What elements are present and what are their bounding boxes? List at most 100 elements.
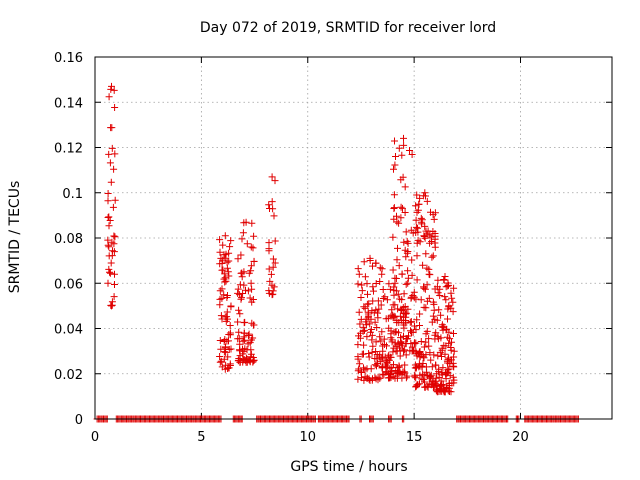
data-point bbox=[444, 359, 451, 367]
data-point bbox=[267, 270, 275, 278]
data-point bbox=[218, 294, 226, 302]
data-point bbox=[388, 306, 396, 314]
data-point bbox=[391, 137, 398, 145]
data-point bbox=[105, 213, 113, 221]
data-point bbox=[397, 176, 405, 184]
data-point bbox=[410, 293, 418, 301]
data-point bbox=[271, 237, 279, 245]
data-point bbox=[420, 284, 428, 292]
data-point bbox=[390, 165, 397, 173]
data-point bbox=[449, 373, 457, 381]
data-point bbox=[444, 368, 452, 376]
data-point bbox=[368, 331, 376, 339]
data-point bbox=[110, 86, 118, 94]
data-point bbox=[358, 281, 366, 289]
data-point bbox=[425, 294, 433, 302]
data-point bbox=[354, 353, 362, 361]
data-point bbox=[268, 198, 276, 206]
data-point bbox=[412, 202, 420, 210]
data-point bbox=[450, 330, 457, 337]
data-point bbox=[357, 294, 365, 301]
data-point bbox=[218, 260, 226, 267]
data-point bbox=[235, 306, 243, 314]
data-point bbox=[431, 243, 439, 251]
data-point bbox=[404, 239, 412, 247]
data-point bbox=[447, 289, 455, 297]
data-point bbox=[397, 339, 405, 347]
data-point bbox=[416, 194, 424, 202]
data-point bbox=[375, 305, 383, 313]
data-point bbox=[366, 254, 374, 262]
data-point bbox=[429, 312, 437, 320]
data-point bbox=[420, 192, 428, 200]
data-point bbox=[421, 189, 429, 197]
data-point bbox=[419, 376, 427, 384]
data-point bbox=[428, 253, 436, 261]
data-point bbox=[372, 259, 380, 267]
chart-title: Day 072 of 2019, SRMTID for receiver lor… bbox=[200, 20, 496, 36]
y-axis-label: SRMTID / TECUs bbox=[7, 181, 23, 294]
data-point bbox=[398, 270, 406, 278]
data-point bbox=[234, 255, 242, 263]
data-point bbox=[379, 370, 387, 378]
data-point bbox=[401, 209, 409, 216]
data-point bbox=[216, 358, 224, 366]
data-point bbox=[363, 333, 371, 341]
data-point bbox=[234, 289, 242, 297]
y-tick-label: 0.02 bbox=[54, 368, 83, 383]
data-point bbox=[422, 250, 430, 258]
data-point bbox=[234, 318, 242, 326]
data-point bbox=[390, 312, 398, 320]
data-point bbox=[412, 374, 420, 382]
data-point bbox=[448, 379, 456, 387]
data-point bbox=[385, 374, 393, 382]
data-point bbox=[108, 124, 116, 132]
data-point bbox=[417, 338, 425, 345]
data-point bbox=[412, 223, 420, 231]
data-point bbox=[365, 375, 373, 383]
data-point bbox=[412, 216, 420, 224]
data-point bbox=[220, 251, 228, 259]
data-point bbox=[269, 287, 277, 295]
data-point bbox=[376, 358, 384, 366]
data-point bbox=[430, 215, 438, 223]
data-point bbox=[423, 368, 431, 376]
data-point bbox=[413, 208, 421, 216]
data-point bbox=[373, 324, 381, 331]
data-point bbox=[412, 229, 420, 236]
data-point bbox=[242, 286, 249, 294]
data-point bbox=[220, 348, 228, 356]
x-tick-label: 10 bbox=[299, 430, 316, 445]
data-point bbox=[105, 93, 113, 101]
data-point bbox=[105, 222, 113, 230]
data-point bbox=[435, 306, 443, 314]
data-point bbox=[364, 308, 372, 316]
data-point bbox=[107, 259, 115, 267]
data-point bbox=[225, 272, 233, 280]
data-point bbox=[378, 328, 386, 336]
data-point bbox=[431, 209, 439, 217]
data-point bbox=[109, 247, 116, 255]
data-point bbox=[249, 244, 257, 252]
y-tick-label: 0.06 bbox=[54, 277, 83, 292]
data-point bbox=[370, 287, 377, 295]
data-point bbox=[220, 291, 228, 299]
data-point bbox=[238, 235, 246, 243]
data-point bbox=[383, 342, 390, 350]
data-point bbox=[217, 345, 225, 353]
data-point bbox=[428, 238, 436, 245]
data-point bbox=[223, 308, 231, 316]
data-point bbox=[379, 286, 387, 293]
data-point bbox=[385, 324, 393, 332]
data-point bbox=[408, 151, 416, 158]
data-point bbox=[422, 338, 430, 346]
data-point bbox=[372, 306, 380, 314]
data-point bbox=[444, 279, 452, 287]
data-point bbox=[360, 303, 368, 311]
data-point bbox=[238, 294, 245, 302]
data-point bbox=[239, 337, 247, 345]
data-point bbox=[365, 350, 373, 357]
data-point bbox=[108, 82, 115, 90]
data-point bbox=[371, 374, 379, 382]
data-point bbox=[365, 300, 373, 308]
